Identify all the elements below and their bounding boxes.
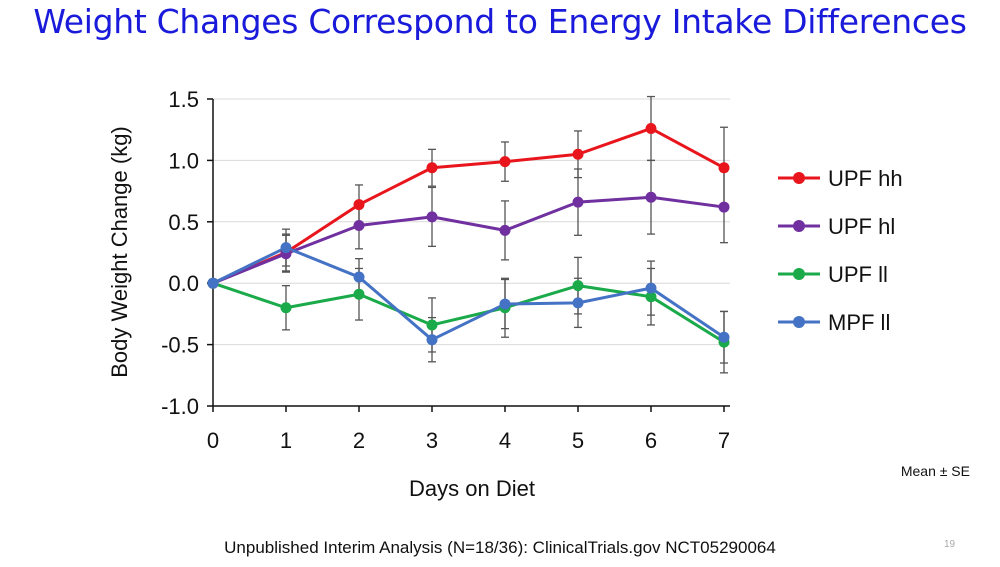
point-mpf-ll-7 — [718, 331, 730, 343]
point-mpf-ll-6 — [645, 282, 657, 294]
x-tick-label-6: 6 — [645, 428, 657, 453]
x-tick-label-3: 3 — [426, 428, 438, 453]
legend-marker-mpf-ll — [793, 316, 805, 328]
y-axis-label: Body Weight Change (kg) — [107, 126, 132, 378]
point-upf-hh-2 — [353, 199, 365, 211]
series-line-upf-ll — [212, 281, 725, 344]
point-mpf-ll-2 — [353, 271, 365, 283]
y-tick-label-2: 0.0 — [168, 271, 199, 296]
point-mpf-ll-1 — [280, 242, 292, 254]
x-tick-label-0: 0 — [207, 428, 219, 453]
point-upf-ll-3 — [426, 319, 438, 331]
y-tick-label-3: 0.5 — [168, 210, 199, 235]
point-upf-hl-6 — [645, 191, 657, 203]
legend-marker-upf-ll — [793, 268, 805, 280]
point-mpf-ll-5 — [572, 297, 584, 309]
point-upf-hh-6 — [645, 122, 657, 134]
point-upf-ll-6 — [645, 291, 657, 303]
gridlines — [213, 98, 730, 346]
axes — [207, 98, 730, 412]
point-mpf-ll-0 — [207, 277, 219, 289]
legend-marker-upf-hl — [793, 220, 805, 232]
x-tick-label-2: 2 — [353, 428, 365, 453]
series-lines — [212, 126, 725, 344]
point-upf-ll-5 — [572, 280, 584, 292]
point-upf-ll-2 — [353, 288, 365, 300]
y-tick-label-5: 1.5 — [168, 87, 199, 112]
point-upf-hl-7 — [718, 201, 730, 213]
y-tick-label-0: -1.0 — [161, 394, 199, 419]
page-number: 19 — [944, 539, 956, 550]
footer-citation: Unpublished Interim Analysis (N=18/36): … — [224, 538, 776, 557]
legend-label-mpf-ll: MPF ll — [828, 310, 890, 335]
series-line-upf-hl — [212, 195, 725, 285]
point-upf-hl-4 — [499, 224, 511, 236]
point-upf-hl-2 — [353, 219, 365, 231]
mean-se-note: Mean ± SE — [900, 463, 970, 479]
y-tick-label-1: -0.5 — [161, 333, 199, 358]
x-tick-labels: 0 1 2 3 4 5 6 7 — [207, 428, 730, 453]
point-mpf-ll-3 — [426, 334, 438, 346]
legend-label-upf-hl: UPF hl — [828, 214, 895, 239]
x-tick-label-7: 7 — [718, 428, 730, 453]
point-upf-hl-5 — [572, 196, 584, 208]
series-line-mpf-ll — [212, 246, 725, 342]
x-axis-label: Days on Diet — [409, 476, 535, 501]
legend-marker-upf-hh — [793, 172, 805, 184]
y-tick-label-4: 1.0 — [168, 148, 199, 173]
x-tick-label-4: 4 — [499, 428, 511, 453]
point-upf-hl-3 — [426, 211, 438, 223]
point-upf-hh-5 — [572, 148, 584, 160]
x-tick-label-1: 1 — [280, 428, 292, 453]
legend-label-upf-hh: UPF hh — [828, 166, 903, 191]
point-upf-hh-7 — [718, 162, 730, 174]
point-upf-hh-3 — [426, 162, 438, 174]
series-points — [207, 122, 730, 348]
legend-label-upf-ll: UPF ll — [828, 262, 888, 287]
slide-title: Weight Changes Correspond to Energy Inta… — [33, 2, 967, 41]
point-upf-ll-1 — [280, 302, 292, 314]
series-line-upf-hh — [212, 126, 725, 285]
point-upf-hh-4 — [499, 156, 511, 168]
x-tick-label-5: 5 — [572, 428, 584, 453]
legend: UPF hh UPF hl UPF ll MPF ll — [778, 166, 903, 335]
y-tick-labels: -1.0 -0.5 0.0 0.5 1.0 1.5 — [161, 87, 199, 419]
point-mpf-ll-4 — [499, 298, 511, 310]
